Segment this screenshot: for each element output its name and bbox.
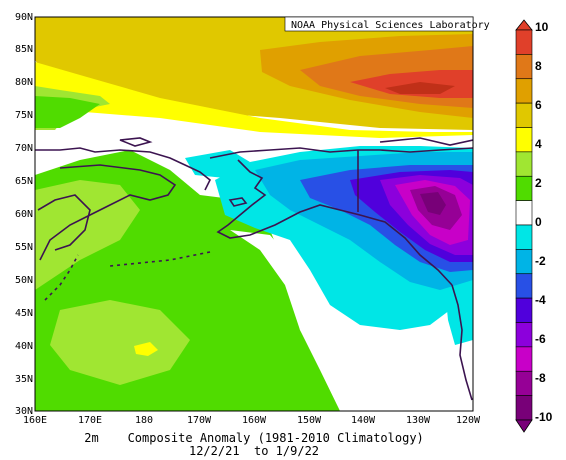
colorbar-label-2: 2: [535, 176, 542, 190]
colorbar-label-neg6: -6: [535, 332, 546, 346]
coast-kamchatka: [37, 194, 91, 251]
colorbar-bottom-arrow: [515, 419, 533, 433]
colorbar-swatch: [515, 249, 533, 275]
colorbar-label-6: 6: [535, 98, 542, 112]
lat-label-45n: 45N: [15, 308, 33, 319]
colorbar-swatch: [515, 224, 533, 250]
colorbar-label-4: 4: [535, 137, 542, 151]
lon-label-170w: 170W: [187, 415, 212, 426]
lat-label-30n: 30N: [15, 406, 33, 417]
lon-label-120w: 120W: [456, 415, 481, 426]
lon-label-170e: 170E: [78, 415, 102, 426]
colorbar-swatch: [515, 102, 533, 128]
coast-stlawrence: [228, 197, 248, 207]
colorbar-label-neg2: -2: [535, 254, 546, 268]
band-green-north: [35, 96, 100, 128]
colorbar-swatch: [515, 127, 533, 153]
colorbar-label-8: 8: [535, 59, 542, 73]
colorbar-label-neg4: -4: [535, 293, 546, 307]
lon-label-180: 180: [135, 415, 153, 426]
colorbar-swatch: [515, 346, 533, 372]
lat-axis: 90N 85N 80N 75N 70N 65N 60N 55N 50N 45N …: [15, 12, 33, 417]
lon-axis: 160E 170E 180 170W 160W 150W 140W 130W 1…: [23, 415, 481, 426]
colorbar-swatch: [515, 200, 533, 226]
colorbar: 10 8 6 4 2 0 -2 -4 -6 -8 -10: [515, 19, 553, 433]
colorbar-swatch: [515, 78, 533, 104]
anomaly-fields: [35, 17, 473, 411]
cyan-west-patch: [185, 150, 250, 178]
plot-frame: [34, 16, 474, 412]
colorbar-swatch: [515, 297, 533, 323]
colorbar-swatch: [515, 395, 533, 421]
coast-nw-america: [451, 284, 473, 401]
coast-wrangel: [119, 137, 153, 147]
lat-label-90n: 90N: [15, 12, 33, 23]
colorbar-swatch: [515, 54, 533, 80]
lon-label-150w: 150W: [297, 415, 322, 426]
lon-label-160e: 160E: [23, 415, 47, 426]
kuril-chain: [44, 254, 79, 301]
lat-label-65n: 65N: [15, 176, 33, 187]
caption-line1: 2m Composite Anomaly (1981-2010 Climatol…: [84, 431, 424, 445]
coast-siberia: [35, 147, 212, 191]
coast-arctic-islands: [379, 137, 473, 146]
colorbar-swatch: [515, 370, 533, 396]
credit-text: NOAA Physical Sciences Laboratory: [291, 20, 490, 31]
caption-line2: 12/2/21 to 1/9/22: [189, 444, 319, 458]
lon-label-160w: 160W: [242, 415, 267, 426]
colorbar-label-neg10: -10: [535, 410, 553, 424]
lon-label-130w: 130W: [406, 415, 431, 426]
colorbar-top-arrow: [515, 19, 533, 31]
yellow-south-patch: [134, 342, 158, 356]
colorbar-label-10: 10: [535, 20, 549, 34]
lightgreen-southwest: [35, 180, 140, 290]
lat-label-40n: 40N: [15, 341, 33, 352]
lat-label-35n: 35N: [15, 374, 33, 385]
colorbar-swatch: [515, 151, 533, 177]
lat-label-75n: 75N: [15, 110, 33, 121]
colorbar-swatches: [515, 29, 533, 421]
lon-label-140w: 140W: [351, 415, 376, 426]
lightgreen-south-patch: [50, 300, 190, 385]
colorbar-swatch: [515, 322, 533, 348]
darkest-region: [420, 192, 446, 215]
lat-label-50n: 50N: [15, 275, 33, 286]
aleutian-chain: [109, 251, 211, 267]
colorbar-label-neg8: -8: [535, 371, 546, 385]
lat-label-70n: 70N: [15, 143, 33, 154]
lat-label-85n: 85N: [15, 44, 33, 55]
coastlines: [35, 137, 473, 401]
coast-alaska-north: [209, 147, 473, 159]
colorbar-swatch: [515, 273, 533, 299]
lat-label-60n: 60N: [15, 209, 33, 220]
credit-box: [284, 16, 474, 32]
band-darkred: [385, 82, 455, 94]
colorbar-swatch: [515, 29, 533, 55]
lat-label-80n: 80N: [15, 77, 33, 88]
colorbar-swatch: [515, 175, 533, 201]
lat-label-55n: 55N: [15, 242, 33, 253]
colorbar-label-0: 0: [535, 215, 542, 229]
coast-chukotka: [39, 164, 177, 261]
band-yellow-lower: [35, 62, 473, 138]
neutral-strip-south: [230, 230, 440, 411]
coast-alaska-west: [216, 159, 453, 286]
